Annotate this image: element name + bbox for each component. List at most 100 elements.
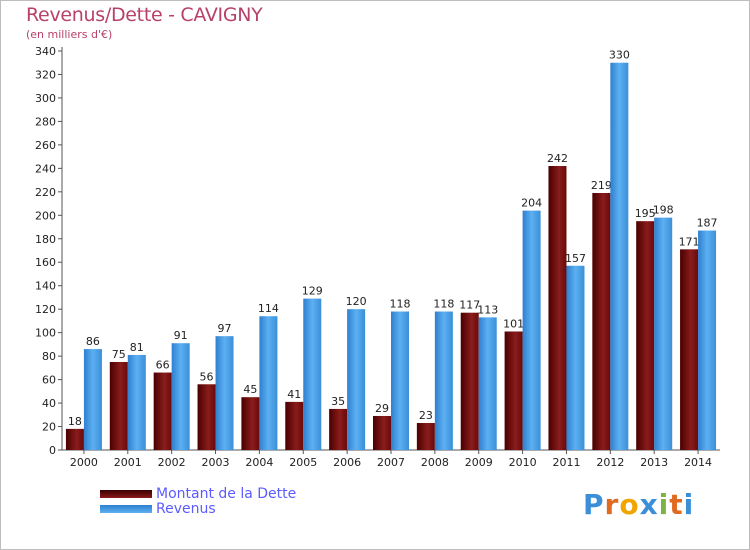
logo-letter: x	[639, 488, 659, 521]
bar-revenus	[303, 298, 322, 450]
y-tick-label: 200	[35, 209, 56, 222]
bar-dette	[373, 415, 391, 450]
data-label-dette: 35	[331, 395, 345, 408]
bar-dette	[65, 428, 84, 450]
bar-revenus	[259, 316, 278, 450]
x-tick-label: 2005	[289, 456, 317, 469]
data-label-revenus: 129	[302, 285, 323, 298]
y-tick-label: 320	[35, 68, 56, 81]
data-label-revenus: 81	[130, 341, 144, 354]
logo-letter: i	[658, 488, 670, 521]
data-label-revenus: 204	[521, 197, 542, 210]
logo-letter: r	[604, 488, 620, 521]
bar-dette	[592, 192, 611, 450]
logo-letter: i	[683, 488, 695, 521]
data-label-revenus: 114	[258, 302, 279, 315]
data-label-dette: 45	[243, 383, 257, 396]
legend-label-revenus: Revenus	[156, 501, 216, 517]
y-tick-label: 180	[35, 233, 56, 246]
bar-dette	[460, 312, 479, 450]
bar-dette	[197, 384, 216, 450]
x-tick-label: 2008	[421, 456, 449, 469]
bar-revenus	[83, 349, 102, 450]
x-tick-label: 2001	[114, 456, 142, 469]
bar-dette	[241, 397, 260, 450]
y-tick-label: 280	[35, 115, 56, 128]
bar-revenus	[215, 336, 234, 450]
bar-revenus	[522, 210, 541, 450]
x-tick-label: 2006	[333, 456, 361, 469]
data-label-dette: 41	[287, 388, 301, 401]
x-tick-label: 2007	[377, 456, 405, 469]
x-tick-label: 2009	[465, 456, 493, 469]
legend-swatch-revenus	[100, 505, 152, 513]
bar-revenus	[478, 317, 497, 450]
legend-swatch-dette	[100, 490, 152, 498]
data-label-dette: 18	[68, 415, 82, 428]
bar-revenus	[127, 354, 146, 450]
bar-dette	[153, 372, 172, 450]
x-tick-label: 2011	[552, 456, 580, 469]
data-label-revenus: 91	[174, 329, 188, 342]
y-tick-label: 100	[35, 327, 56, 340]
x-tick-label: 2010	[509, 456, 537, 469]
bar-revenus	[698, 230, 717, 450]
data-label-dette: 117	[459, 299, 480, 312]
data-label-dette: 56	[200, 370, 214, 383]
data-label-dette: 23	[419, 409, 433, 422]
y-tick-label: 300	[35, 92, 56, 105]
y-tick-label: 260	[35, 139, 56, 152]
y-tick-label: 40	[42, 397, 56, 410]
data-label-revenus: 120	[346, 295, 367, 308]
data-label-revenus: 157	[565, 252, 586, 265]
x-tick-label: 2004	[245, 456, 273, 469]
bar-revenus	[654, 217, 673, 450]
data-label-revenus: 118	[433, 298, 454, 311]
bar-dette	[504, 331, 523, 450]
bar-revenus	[391, 311, 409, 450]
logo-letter: P	[583, 488, 605, 521]
legend-item-revenus: Revenus	[100, 501, 216, 517]
bar-dette	[109, 361, 128, 450]
data-label-dette: 101	[503, 317, 524, 330]
bar-revenus	[434, 311, 453, 450]
legend-item-dette: Montant de la Dette	[100, 486, 297, 502]
bar-dette	[636, 221, 655, 450]
proxiti-logo: Proxiti	[583, 488, 694, 521]
chart-title: Revenus/Dette - CAVIGNY	[26, 4, 263, 26]
logo-letter: t	[669, 488, 684, 521]
y-tick-label: 140	[35, 280, 56, 293]
y-tick-label: 240	[35, 162, 56, 175]
bar-revenus	[610, 62, 629, 451]
bar-revenus	[347, 309, 366, 450]
y-tick-label: 340	[35, 45, 56, 58]
legend-label-dette: Montant de la Dette	[156, 486, 297, 502]
data-label-revenus: 86	[86, 335, 100, 348]
bar-dette	[680, 249, 699, 450]
data-label-dette: 195	[635, 207, 656, 220]
data-label-dette: 219	[591, 179, 612, 192]
data-label-revenus: 187	[697, 217, 718, 230]
bar-dette	[285, 401, 304, 450]
data-label-dette: 29	[375, 402, 389, 415]
data-label-revenus: 198	[653, 204, 674, 217]
bar-revenus	[566, 265, 585, 450]
bar-dette	[329, 408, 348, 450]
x-tick-label: 2013	[640, 456, 668, 469]
data-label-dette: 75	[112, 348, 126, 361]
data-label-revenus: 118	[390, 298, 411, 311]
y-tick-label: 0	[49, 444, 56, 457]
data-label-dette: 66	[156, 359, 170, 372]
bar-dette	[416, 423, 435, 450]
data-label-dette: 242	[547, 152, 568, 165]
data-label-revenus: 330	[609, 49, 630, 62]
y-tick-label: 20	[42, 421, 56, 434]
x-tick-label: 2003	[202, 456, 230, 469]
logo-letter: o	[619, 488, 640, 521]
bar-dette	[548, 166, 567, 450]
x-tick-label: 2002	[158, 456, 186, 469]
x-tick-label: 2014	[684, 456, 712, 469]
y-tick-label: 220	[35, 186, 56, 199]
bar-revenus	[171, 343, 190, 450]
